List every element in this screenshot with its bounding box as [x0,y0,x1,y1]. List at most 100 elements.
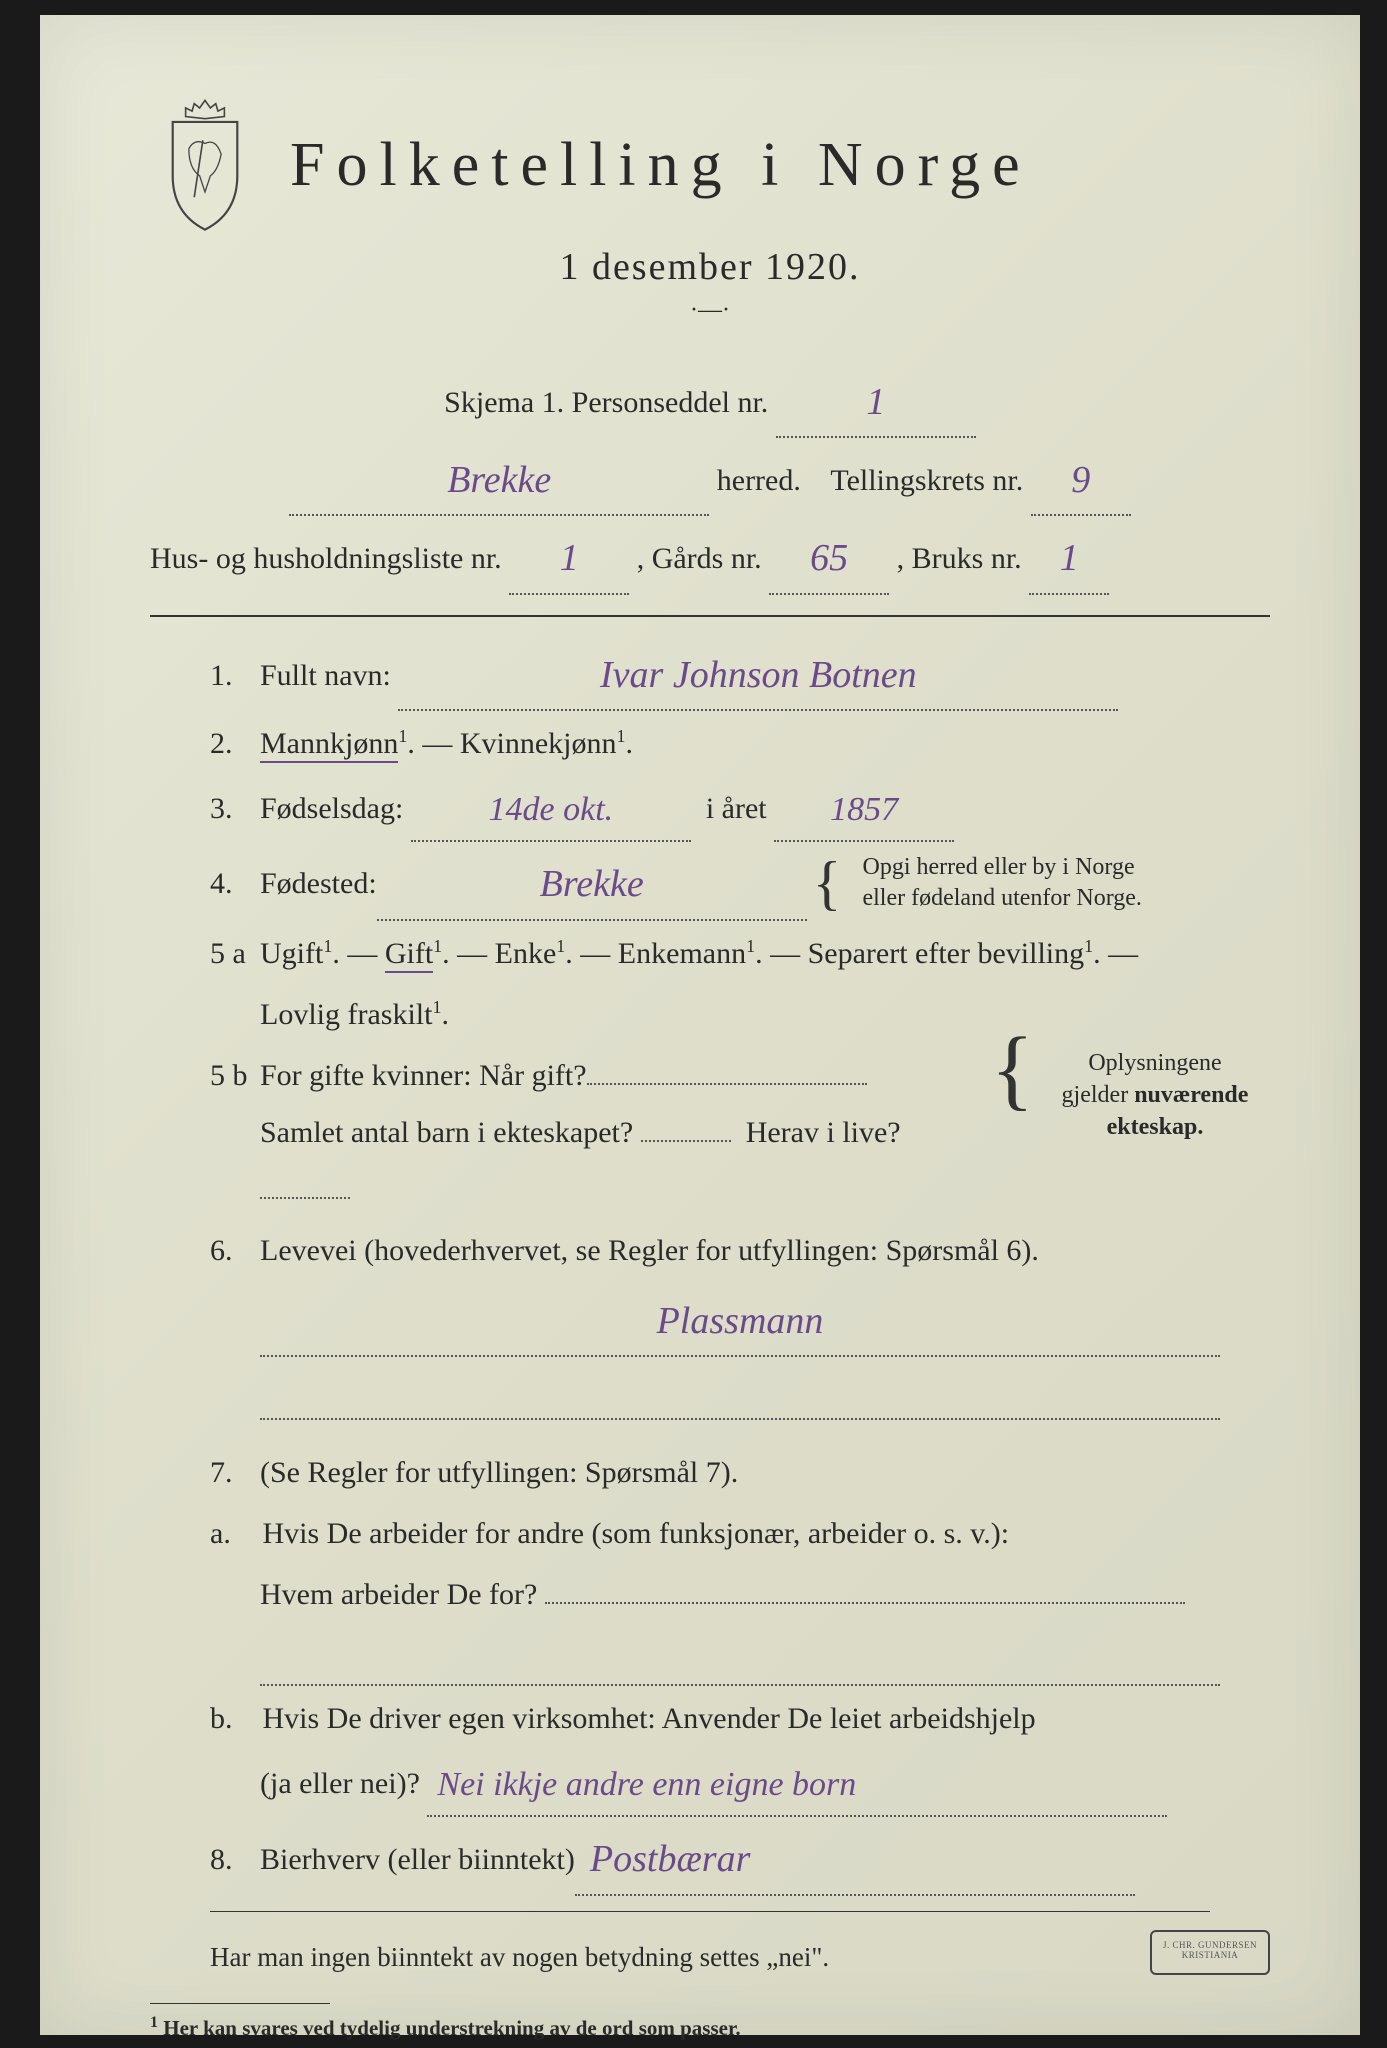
row-q4: 4. Fødested: Brekke { Opgi herred eller … [150,846,1270,920]
field-fodselsaar: 1857 [774,776,954,843]
value-herred: Brekke [447,459,551,501]
q7-number: 7. [210,1444,260,1501]
q4-sidenote: Opgi herred eller by i Norge eller fødel… [862,852,1141,914]
q6-number: 6. [210,1222,260,1279]
q4-note-line1: Opgi herred eller by i Norge [862,854,1134,880]
field-bruks-nr: 1 [1029,520,1109,594]
q2-mannkjonn-selected: Mannkjønn [260,727,398,763]
q5a-ugift: Ugift [260,937,323,970]
row-q6-value: Plassmann [150,1283,1270,1357]
row-q8: 8. Bierhverv (eller biinntekt) Postbærar [150,1821,1270,1895]
value-fullt-navn: Ivar Johnson Botnen [600,654,917,696]
q5a-enkemann: Enkemann [618,937,746,970]
value-bruks-nr: 1 [1060,537,1079,579]
row-q7: 7. (Se Regler for utfyllingen: Spørsmål … [150,1444,1270,1501]
row-q3: 3. Fødselsdag: 14de okt. i året 1857 [150,776,1270,843]
row-q7b-2: (ja eller nei)? Nei ikkje andre enn eign… [150,1751,1270,1818]
norway-coat-of-arms-icon [150,95,260,235]
field-tellingskrets: 9 [1031,442,1131,516]
value-husliste-nr: 1 [560,537,579,579]
field-personseddel-nr: 1 [776,364,976,438]
brace-icon: { [991,1047,1034,1218]
q2-kvinnekjonn: Kvinnekjønn [460,727,617,760]
field-naar-gift [587,1083,867,1085]
q1-number: 1. [210,647,260,704]
footnote-text: Her kan svares ved tydelig understreknin… [163,2016,740,2040]
label-skjema: Skjema 1. Personseddel nr. [444,386,768,419]
row-q5a-cont: Lovlig fraskilt1. [150,986,1270,1043]
row-q6: 6. Levevei (hovederhvervet, se Regler fo… [150,1222,1270,1279]
census-form-paper: Folketelling i Norge 1 desember 1920. ·—… [40,15,1360,2035]
value-bierhverv: Postbærar [590,1838,750,1880]
q3-label: Fødselsdag: [260,792,403,825]
q7a-label: a. [210,1505,255,1562]
q7b-line2: (ja eller nei)? [260,1767,420,1800]
field-i-live [260,1197,350,1199]
field-fullt-navn: Ivar Johnson Botnen [398,637,1118,711]
q4-label: Fødested: [260,855,377,912]
row-herred: Brekke herred. Tellingskrets nr. 9 [150,442,1270,516]
field-arbeider-for [545,1602,1185,1604]
value-fodselsdag: 14de okt. [489,791,614,828]
field-herred: Brekke [289,442,709,516]
q5b-label-gift: For gifte kvinner: Når gift? [260,1047,587,1104]
q2-sep: — [422,727,460,760]
value-tellingskrets: 9 [1071,459,1090,501]
q4-note-line2: eller fødeland utenfor Norge. [862,885,1141,911]
q5a-gift-selected: Gift [385,937,433,973]
row-skjema: Skjema 1. Personseddel nr. 1 [150,364,1270,438]
field-gards-nr: 65 [769,520,889,594]
row-q1: 1. Fullt navn: Ivar Johnson Botnen [150,637,1270,711]
row-husliste: Hus- og husholdningsliste nr. 1 , Gårds … [150,520,1270,594]
q5b-note1: Oplysningene [1088,1050,1221,1076]
divider-top [150,615,1270,617]
q5a-fraskilt: Lovlig fraskilt [260,998,432,1031]
q7b-label: b. [210,1690,255,1747]
footnote-divider [150,2003,330,2004]
row-q7b: b. Hvis De driver egen virksomhet: Anven… [150,1690,1270,1747]
q5a-separert: Separert efter bevilling [808,937,1085,970]
printer-stamp: J. CHR. GUNDERSEN KRISTIANIA [1150,1930,1270,1975]
brace-icon: { [813,868,842,898]
q7-label: (Se Regler for utfyllingen: Spørsmål 7). [260,1444,1270,1501]
q5b-note3: ekteskap. [1107,1114,1204,1140]
header-row: Folketelling i Norge [150,115,1270,235]
q2-number: 2. [210,715,260,772]
row-q5a: 5 a Ugift1. — Gift1. — Enke1. — Enkemann… [150,925,1270,982]
q5b-sidenote: Oplysningene gjelder nuværende ekteskap. [1040,1047,1270,1218]
q3-label-year: i året [706,792,767,825]
value-leiet-hjelp: Nei ikkje andre enn eigne born [437,1766,856,1803]
field-leiet-hjelp: Nei ikkje andre enn eigne born [427,1751,1167,1818]
row-q7a-blank [150,1627,1270,1686]
row-q5b: 5 b For gifte kvinner: Når gift? Samlet … [150,1047,1270,1218]
label-gards: , Gårds nr. [637,542,762,575]
field-antal-barn [641,1140,731,1142]
q1-label: Fullt navn: [260,659,391,692]
label-bruks: , Bruks nr. [897,542,1022,575]
q5b-label-barn: Samlet antal barn i ekteskapet? [260,1116,633,1149]
title-dash: ·—· [150,297,1270,324]
q8-label: Bierhverv (eller biinntekt) [260,1831,575,1888]
subtitle-date: 1 desember 1920. [150,245,1270,289]
field-fodested: Brekke [377,846,807,920]
field-levevei: Plassmann [260,1283,1220,1357]
footnote-sup: 1 [150,2014,158,2031]
row-q7a-2: Hvem arbeider De for? [150,1566,1270,1623]
field-bierhverv: Postbærar [575,1821,1135,1895]
q5b-number: 5 b [210,1047,260,1104]
value-fodested: Brekke [540,863,644,905]
q7a-line2: Hvem arbeider De for? [260,1578,537,1611]
q4-number: 4. [210,855,260,912]
q5b-note2: gjelder [1062,1082,1129,1108]
q6-label: Levevei (hovederhvervet, se Regler for u… [260,1222,1270,1279]
field-arbeider-for-2 [260,1627,1220,1686]
value-levevei: Plassmann [657,1300,824,1342]
q8-number: 8. [210,1831,260,1888]
field-fodselsdag: 14de okt. [411,776,691,843]
bottom-note: Har man ingen biinntekt av nogen betydni… [210,1942,1270,1973]
q5b-label-live: Herav i live? [746,1116,901,1149]
q3-number: 3. [210,780,260,837]
label-tellingskrets: Tellingskrets nr. [830,464,1023,497]
field-levevei-2 [260,1361,1220,1420]
value-personseddel-nr: 1 [866,381,885,423]
